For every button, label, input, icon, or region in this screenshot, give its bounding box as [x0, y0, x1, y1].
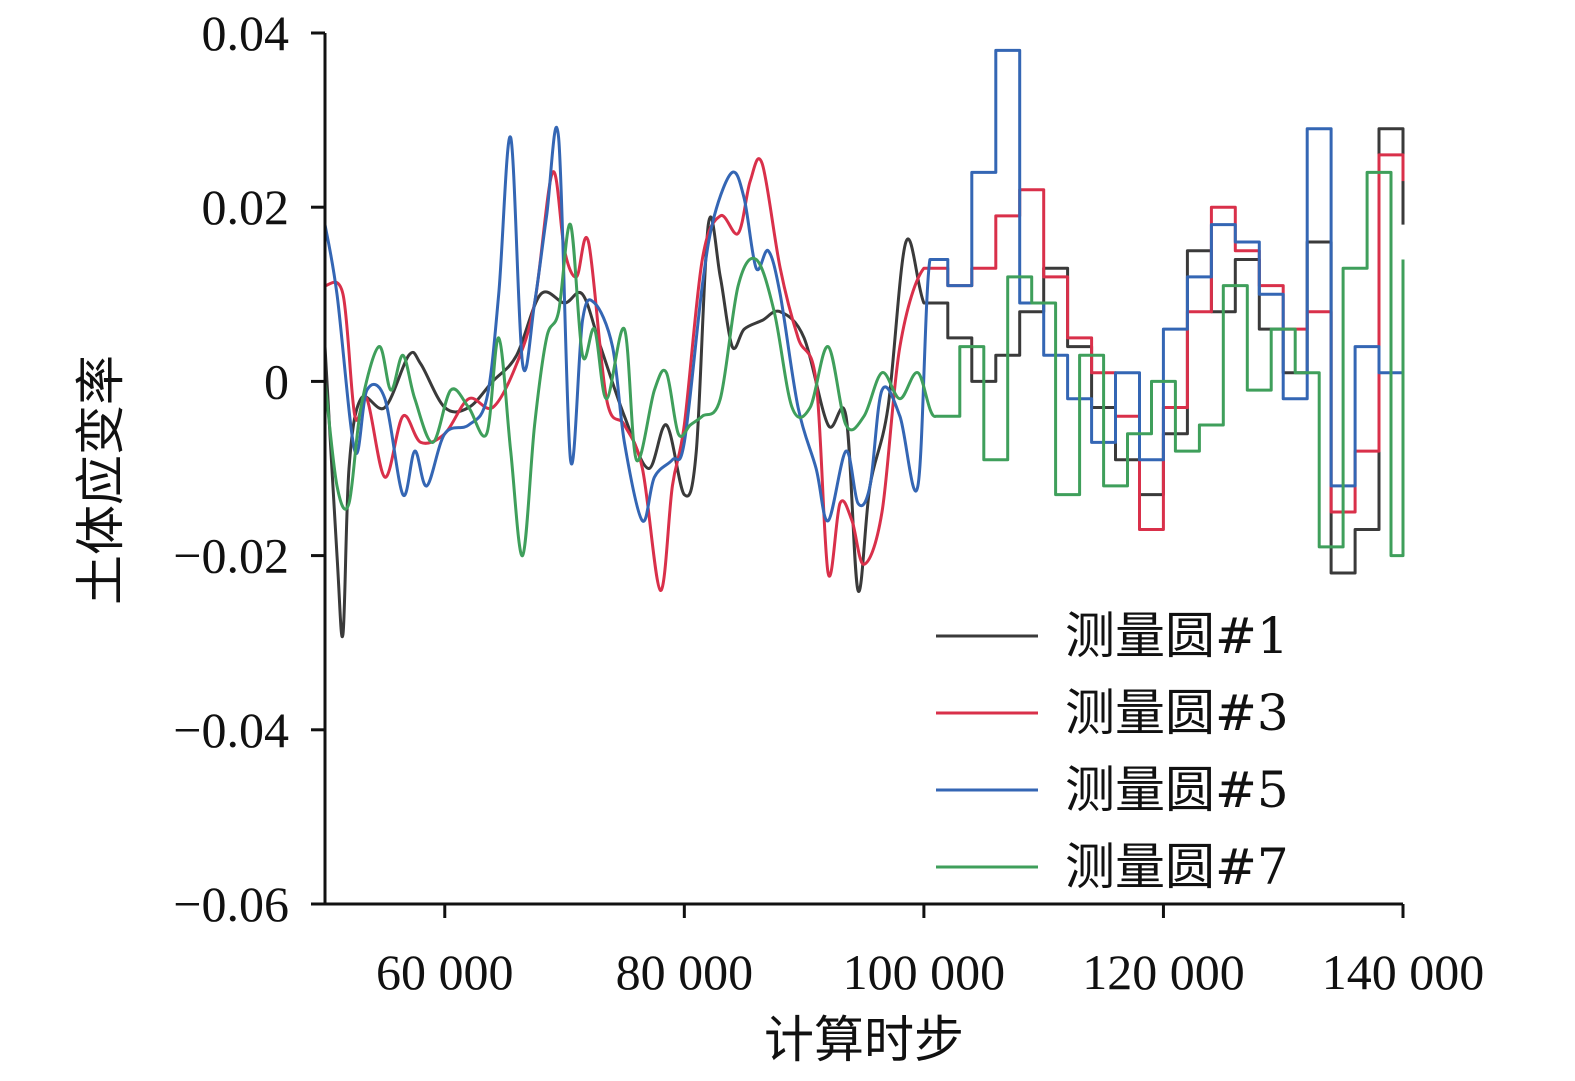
legend-label: 测量圆#3 [1065, 684, 1289, 742]
legend-label: 测量圆#7 [1065, 838, 1289, 896]
plot-lines [323, 48, 1405, 639]
y-tick-label: 0.04 [202, 5, 290, 61]
series-line-1 [323, 127, 1405, 639]
x-tick-label: 60 000 [376, 944, 514, 1000]
axes [323, 33, 1403, 906]
y-axis-title: 土体应变率 [72, 355, 130, 605]
y-tick-label: 0.02 [202, 179, 290, 235]
x-tick-label: 100 000 [843, 944, 1006, 1000]
series-line-3 [323, 48, 1405, 523]
x-tick-label: 120 000 [1082, 944, 1245, 1000]
y-tick-label: −0.02 [173, 528, 289, 584]
legend-label: 测量圆#1 [1065, 607, 1289, 665]
y-ticks: 0.04 0.02 0 −0.02 −0.04 −0.06 [173, 5, 325, 932]
series-line-2 [324, 153, 1405, 592]
x-tick-label: 140 000 [1322, 944, 1485, 1000]
x-ticks: 60 000 80 000 100 000 120 000 140 000 [376, 904, 1484, 1000]
legend-label: 测量圆#5 [1065, 761, 1289, 819]
y-tick-label: −0.06 [173, 876, 289, 932]
series-line-4 [323, 170, 1405, 558]
legend: 测量圆#1 测量圆#3 测量圆#5 测量圆#7 [936, 607, 1289, 896]
x-tick-label: 80 000 [616, 944, 754, 1000]
x-axis-title: 计算时步 [764, 1011, 964, 1069]
y-tick-label: −0.04 [173, 702, 289, 758]
y-tick-label: 0 [264, 353, 289, 409]
